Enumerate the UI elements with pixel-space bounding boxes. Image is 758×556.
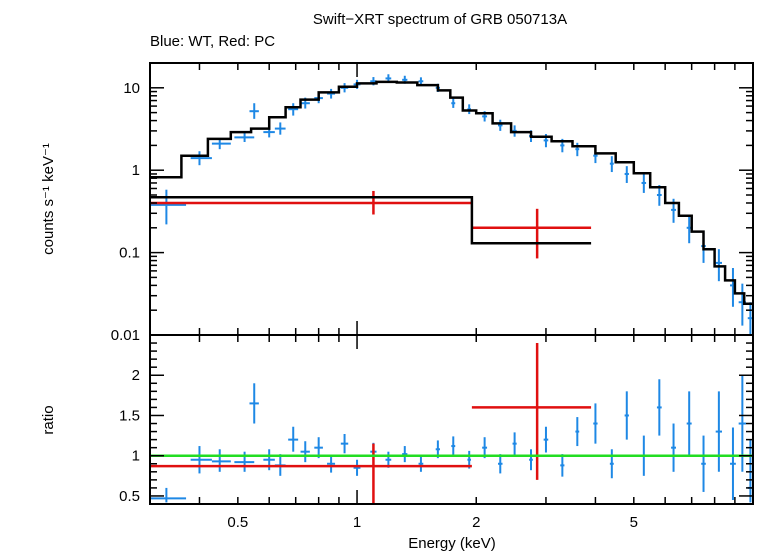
ratio-wt-point bbox=[190, 446, 212, 474]
ratio-wt-point bbox=[353, 459, 361, 476]
x-tick-label: 5 bbox=[630, 514, 638, 531]
x-tick-label: 2 bbox=[472, 514, 480, 531]
ratio-wt-point bbox=[402, 446, 408, 463]
spectrum-wt-point bbox=[609, 156, 614, 173]
ratio-wt-point bbox=[418, 455, 424, 472]
ratio-wt-point bbox=[288, 426, 299, 452]
spectrum-wt-point bbox=[327, 88, 336, 99]
chart-title: Swift−XRT spectrum of GRB 050713A bbox=[313, 11, 567, 28]
top-y-tick-label: 10 bbox=[123, 80, 140, 97]
chart-subtitle: Blue: WT, Red: PC bbox=[150, 33, 275, 50]
ratio-wt-point bbox=[543, 426, 549, 453]
top-panel-data bbox=[150, 74, 753, 335]
ratio-wt-point bbox=[300, 441, 310, 463]
ratio-wt-point bbox=[730, 427, 736, 500]
ratio-wt-point bbox=[529, 449, 533, 471]
top-y-tick-label: 1 bbox=[132, 162, 140, 179]
spectrum-wt-point bbox=[641, 173, 647, 193]
bottom-y-axis-label: ratio bbox=[40, 405, 57, 434]
top-panel: 0.01 0.1 1 10 counts s⁻¹ keV⁻¹ bbox=[40, 62, 754, 344]
bottom-y-tick-label: 2 bbox=[132, 367, 140, 384]
ratio-wt-point bbox=[150, 487, 187, 503]
ratio-wt-point bbox=[624, 391, 629, 440]
spectrum-pc-point bbox=[150, 190, 472, 215]
ratio-wt-point bbox=[575, 417, 580, 447]
spectrum-wt-point bbox=[498, 119, 503, 131]
top-y-tick-label: 0.01 bbox=[111, 327, 140, 344]
spectrum-wt-point bbox=[234, 132, 255, 142]
ratio-wt-point bbox=[340, 433, 349, 454]
spectrum-wt-point bbox=[274, 122, 286, 135]
ratio-pc-point bbox=[471, 343, 592, 480]
top-y-axis-label: counts s⁻¹ keV⁻¹ bbox=[40, 143, 57, 255]
bottom-y-tick-label: 1 bbox=[132, 448, 140, 465]
ratio-wt-point bbox=[701, 435, 706, 492]
ratio-pc-point bbox=[150, 443, 472, 504]
spectrum-wt-point bbox=[575, 142, 580, 157]
model-step-line bbox=[150, 80, 753, 305]
x-axis-label: Energy (keV) bbox=[408, 535, 496, 552]
ratio-wt-point bbox=[451, 436, 456, 456]
ratio-wt-point bbox=[738, 375, 746, 472]
ratio-wt-point bbox=[211, 449, 231, 472]
spectrum-wt-point bbox=[249, 103, 259, 119]
ratio-wt-point bbox=[715, 391, 722, 472]
model-step-line bbox=[150, 195, 592, 245]
spectrum-wt-point bbox=[150, 189, 187, 225]
ratio-wt-point bbox=[686, 391, 692, 456]
ratio-wt-point bbox=[671, 423, 676, 472]
spectrum-wt-point bbox=[451, 98, 456, 108]
spectrum-wt-point bbox=[288, 103, 299, 116]
ratio-wt-point bbox=[656, 379, 662, 436]
bottom-panel: 0.5 1 1.5 2 0.5 1 2 5 ratio bbox=[40, 334, 754, 531]
ratio-wt-point bbox=[498, 454, 503, 474]
bottom-y-tick-label: 1.5 bbox=[119, 407, 140, 424]
x-tick-label: 1 bbox=[353, 514, 361, 531]
spectrum-wt-point bbox=[624, 166, 629, 183]
ratio-wt-point bbox=[327, 454, 336, 473]
bottom-panel-data bbox=[150, 343, 753, 504]
ratio-wt-point bbox=[560, 454, 565, 477]
bottom-y-tick-label: 0.5 bbox=[119, 488, 140, 505]
ratio-wt-point bbox=[593, 403, 598, 444]
ratio-wt-point bbox=[512, 432, 517, 455]
ratio-wt-point bbox=[609, 449, 614, 479]
spectrum-pc-point bbox=[471, 208, 592, 259]
bottom-panel-axis: 0.5 1 1.5 2 0.5 1 2 5 bbox=[119, 334, 754, 531]
bottom-panel-frame bbox=[149, 334, 754, 505]
spectrum-wt-point bbox=[190, 151, 212, 166]
ratio-wt-point bbox=[249, 383, 259, 424]
spectrum-wt-point bbox=[467, 104, 471, 115]
x-tick-label: 0.5 bbox=[227, 514, 248, 531]
top-y-tick-label: 0.1 bbox=[119, 245, 140, 262]
